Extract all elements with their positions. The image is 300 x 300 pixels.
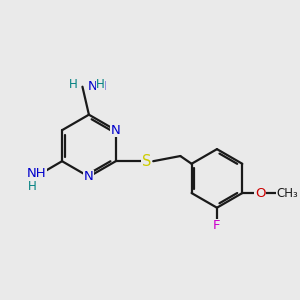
Text: H: H — [28, 180, 36, 193]
Text: N: N — [111, 124, 121, 137]
Text: S: S — [142, 154, 152, 169]
Text: NH: NH — [26, 167, 46, 180]
Text: NH: NH — [88, 80, 107, 93]
Text: H: H — [69, 78, 77, 91]
Text: N: N — [84, 170, 94, 183]
Text: O: O — [255, 187, 266, 200]
Text: CH₃: CH₃ — [276, 187, 298, 200]
Text: F: F — [213, 219, 221, 232]
Text: H: H — [96, 78, 105, 91]
